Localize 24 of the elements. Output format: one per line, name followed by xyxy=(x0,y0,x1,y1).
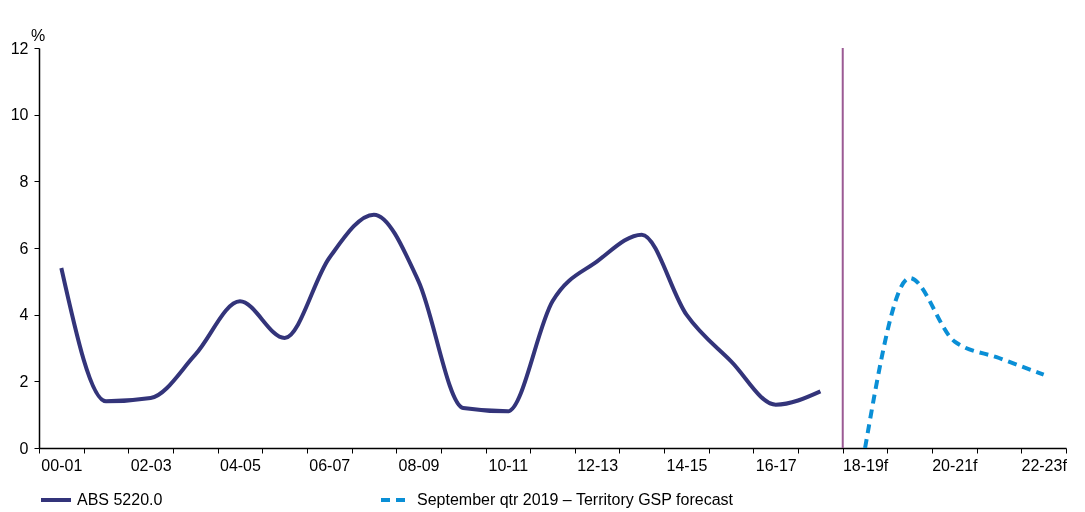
legend-label: ABS 5220.0 xyxy=(77,491,163,508)
y-tick-label: 6 xyxy=(19,239,29,257)
x-tick-label: 22-23f xyxy=(1021,456,1068,474)
x-tick-label: 18-19f xyxy=(842,456,889,474)
y-tick-label: 0 xyxy=(19,439,29,457)
x-tick-label: 00-01 xyxy=(41,456,83,474)
x-tick-label: 04-05 xyxy=(219,456,261,474)
y-axis-title: % xyxy=(31,27,46,44)
y-tick-label: 2 xyxy=(19,372,29,390)
y-tick-label: 10 xyxy=(10,106,29,124)
x-tick-label: 16-17 xyxy=(755,456,797,474)
x-tick-label: 20-21f xyxy=(932,456,979,474)
y-tick-label: 12 xyxy=(10,39,29,57)
line-series xyxy=(863,276,1046,448)
line-series xyxy=(59,212,823,414)
legend-label: September qtr 2019 – Territory GSP forecast xyxy=(417,491,734,508)
x-tick-label: 12-13 xyxy=(577,456,619,474)
x-tick-label: 10-11 xyxy=(488,456,529,474)
y-tick-label: 4 xyxy=(19,306,29,324)
x-tick-label: 02-03 xyxy=(130,456,172,474)
y-tick-label: 8 xyxy=(19,172,29,190)
x-tick-label: 08-09 xyxy=(398,456,440,474)
x-tick-label: 14-15 xyxy=(666,456,708,474)
x-tick-label: 06-07 xyxy=(309,456,351,474)
